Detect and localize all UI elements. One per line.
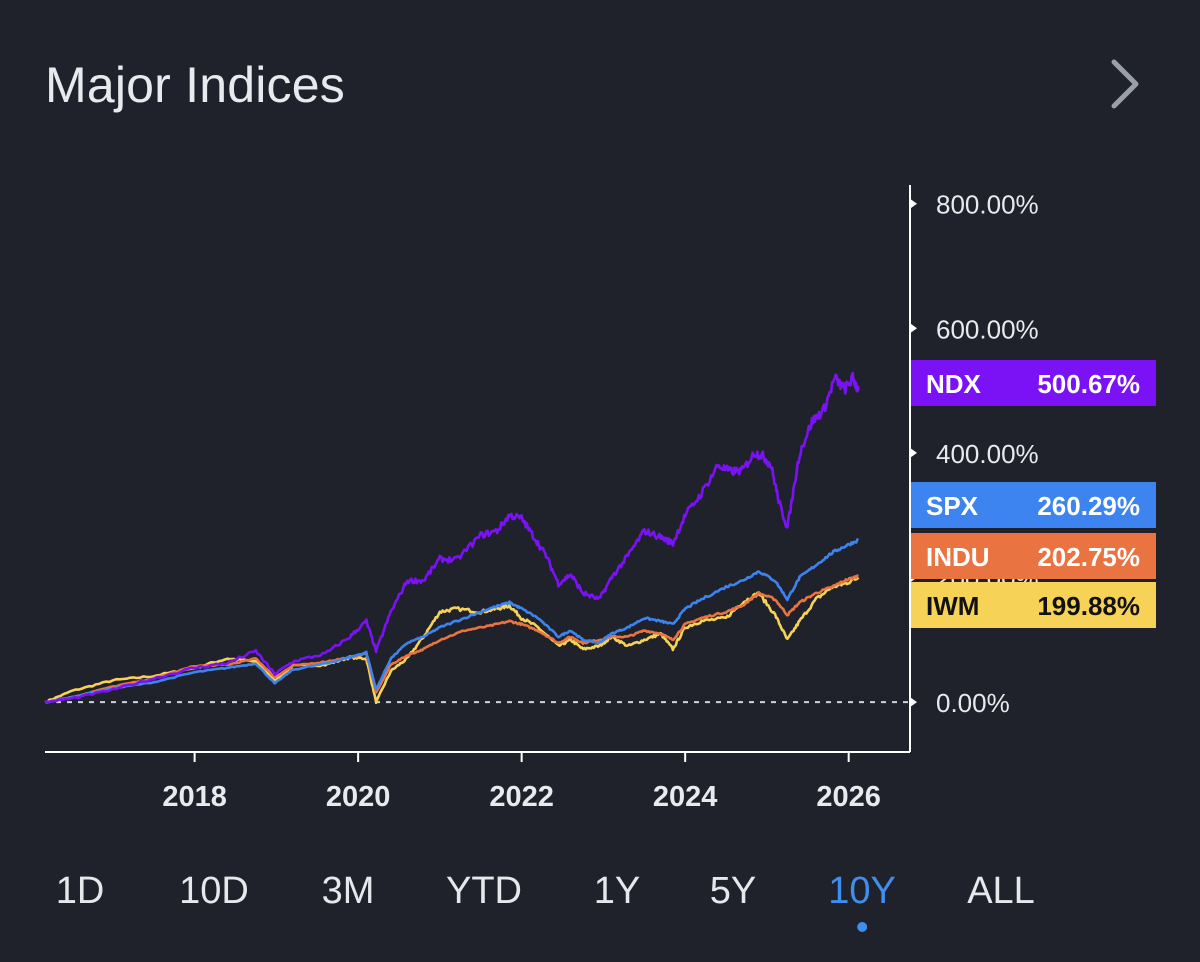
- badge-ndx: [911, 360, 1156, 406]
- badge-iwm: [911, 582, 1156, 628]
- y-tick-label: 600.00%: [936, 314, 1039, 344]
- badge-indu: [911, 533, 1156, 579]
- y-tick-label: 400.00%: [936, 439, 1039, 469]
- indices-chart: 0.00%200.00%400.00%600.00%800.00%2018202…: [44, 185, 1156, 813]
- range-tabs: 1D 10D 3M YTD 1Y 5Y 10Y ALL: [0, 870, 1200, 940]
- badge-name: NDX: [926, 369, 982, 399]
- y-tick-label: 0.00%: [936, 688, 1010, 718]
- tab-10d[interactable]: 10D: [179, 870, 249, 912]
- x-tick-label: 2018: [162, 781, 227, 813]
- badge-spx: [911, 482, 1156, 528]
- tab-1y[interactable]: 1Y: [593, 870, 641, 912]
- x-tick-label: 2022: [489, 781, 554, 813]
- page-title: Major Indices: [45, 57, 345, 113]
- tab-10y[interactable]: 10Y: [828, 870, 896, 932]
- badge-value: 199.88%: [1037, 591, 1140, 621]
- y-tick: [910, 323, 917, 334]
- tab-all[interactable]: ALL: [967, 870, 1035, 912]
- y-tick: [910, 447, 917, 458]
- x-tick-label: 2024: [653, 781, 718, 813]
- chevron-right-icon[interactable]: [1100, 54, 1150, 114]
- series-line-indu: [44, 574, 859, 704]
- x-tick-label: 2020: [326, 781, 391, 813]
- series-line-iwm: [44, 576, 860, 705]
- y-tick: [910, 198, 917, 209]
- y-tick-label: 800.00%: [936, 190, 1039, 220]
- tab-ytd[interactable]: YTD: [446, 870, 522, 912]
- badge-value: 202.75%: [1037, 542, 1140, 572]
- tab-3m[interactable]: 3M: [321, 870, 375, 912]
- badge-name: SPX: [926, 491, 979, 521]
- tab-1d[interactable]: 1D: [55, 870, 105, 912]
- active-tab-indicator: [857, 922, 867, 932]
- tab-5y[interactable]: 5Y: [709, 870, 757, 912]
- badge-value: 260.29%: [1037, 491, 1140, 521]
- badge-value: 500.67%: [1037, 369, 1140, 399]
- badge-name: IWM: [926, 591, 979, 621]
- series-line-ndx: [44, 371, 860, 704]
- series-line-spx: [44, 538, 859, 704]
- y-tick: [910, 697, 917, 708]
- x-tick-label: 2026: [816, 781, 881, 813]
- badge-name: INDU: [926, 542, 990, 572]
